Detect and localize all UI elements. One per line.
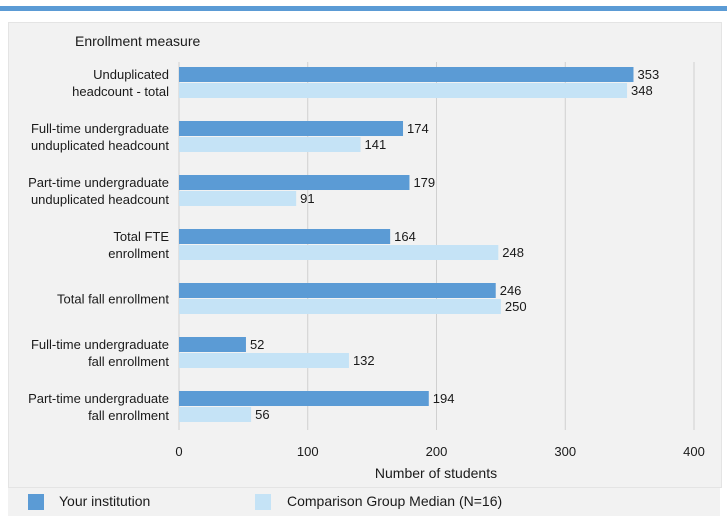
bar-your-institution-5 xyxy=(179,337,246,352)
bar-your-institution-2 xyxy=(179,175,410,190)
bar-comparison-median-5 xyxy=(179,353,349,368)
legend: Your institution Comparison Group Median… xyxy=(8,488,720,516)
legend-swatch-your-institution xyxy=(28,494,44,510)
data-label: 250 xyxy=(505,299,527,314)
legend-swatch-comparison-median xyxy=(255,494,271,510)
legend-label-comparison-median: Comparison Group Median (N=16) xyxy=(287,493,503,509)
data-label: 164 xyxy=(394,229,416,244)
bar-your-institution-3 xyxy=(179,229,391,244)
data-label: 52 xyxy=(250,337,264,352)
x-tick-labels: 0 100 200 300 400 xyxy=(175,444,704,459)
bar-comparison-median-0 xyxy=(179,83,628,98)
data-label: 174 xyxy=(407,121,429,136)
x-tick-label: 200 xyxy=(426,444,448,459)
data-label: 56 xyxy=(255,407,269,422)
data-label: 248 xyxy=(502,245,524,260)
data-label: 246 xyxy=(500,283,522,298)
category-label: Full-time undergraduate unduplicated head… xyxy=(31,121,169,153)
data-label: 141 xyxy=(365,137,387,152)
bar-your-institution-1 xyxy=(179,121,404,136)
category-label: Unduplicated headcount - total xyxy=(72,67,169,99)
bars xyxy=(179,67,634,422)
x-tick-label: 300 xyxy=(554,444,576,459)
category-label: Total fall enrollment xyxy=(57,292,169,307)
x-tick-label: 0 xyxy=(175,444,182,459)
legend-label-your-institution: Your institution xyxy=(59,493,151,509)
data-label: 179 xyxy=(413,175,435,190)
category-labels: Unduplicated headcount - total Full-time u… xyxy=(28,67,169,423)
category-label: Part-time undergraduate unduplicated head… xyxy=(28,175,169,207)
data-label: 194 xyxy=(433,391,455,406)
chart-title: Enrollment measure xyxy=(75,33,200,49)
data-label: 348 xyxy=(631,83,653,98)
category-label: Full-time undergraduate fall enrollment xyxy=(31,337,169,369)
bar-comparison-median-2 xyxy=(179,191,297,206)
bar-comparison-median-4 xyxy=(179,299,501,314)
x-tick-label: 100 xyxy=(297,444,319,459)
bar-comparison-median-3 xyxy=(179,245,499,260)
x-axis-title: Number of students xyxy=(375,465,497,481)
bar-comparison-median-6 xyxy=(179,407,252,422)
bar-your-institution-6 xyxy=(179,391,429,406)
header-rule xyxy=(0,6,727,11)
data-label: 91 xyxy=(300,191,314,206)
bar-your-institution-0 xyxy=(179,67,634,82)
category-label: Total FTE enrollment xyxy=(108,229,169,261)
x-tick-label: 400 xyxy=(683,444,705,459)
data-label: 132 xyxy=(353,353,375,368)
bar-your-institution-4 xyxy=(179,283,496,298)
category-label: Part-time undergraduate fall enrollment xyxy=(28,391,169,423)
data-label: 353 xyxy=(637,67,659,82)
bar-comparison-median-1 xyxy=(179,137,361,152)
